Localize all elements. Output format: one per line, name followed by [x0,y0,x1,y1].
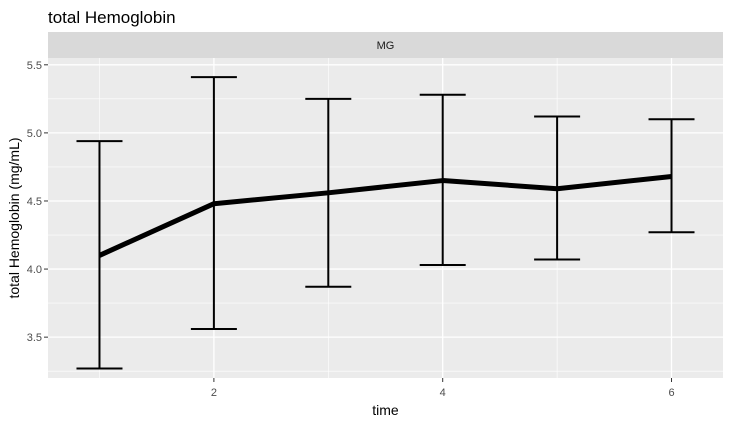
y-tick-label: 3.5 [27,332,42,344]
x-tick-label: 4 [440,387,446,399]
y-tick-label: 5.5 [27,60,42,72]
error-bar [648,118,695,234]
series-line [98,173,672,258]
chart-title: total Hemoglobin [48,8,176,27]
x-tick-label: 2 [211,387,217,399]
y-tick-label: 5.0 [27,128,42,140]
plot-panel [48,58,723,378]
y-axis-label: total Hemoglobin (mg/mL) [6,137,22,298]
y-tick-label: 4.5 [27,196,42,208]
facet-strip [48,32,723,58]
x-axis-label: time [372,402,399,418]
x-axis-ticks: 2 4 6 [211,378,675,399]
y-axis-ticks: 3.5 4.0 4.5 5.0 5.5 [27,60,48,344]
facet-strip-label: MG [377,40,395,52]
y-tick-label: 4.0 [27,264,42,276]
x-tick-label: 6 [668,387,674,399]
